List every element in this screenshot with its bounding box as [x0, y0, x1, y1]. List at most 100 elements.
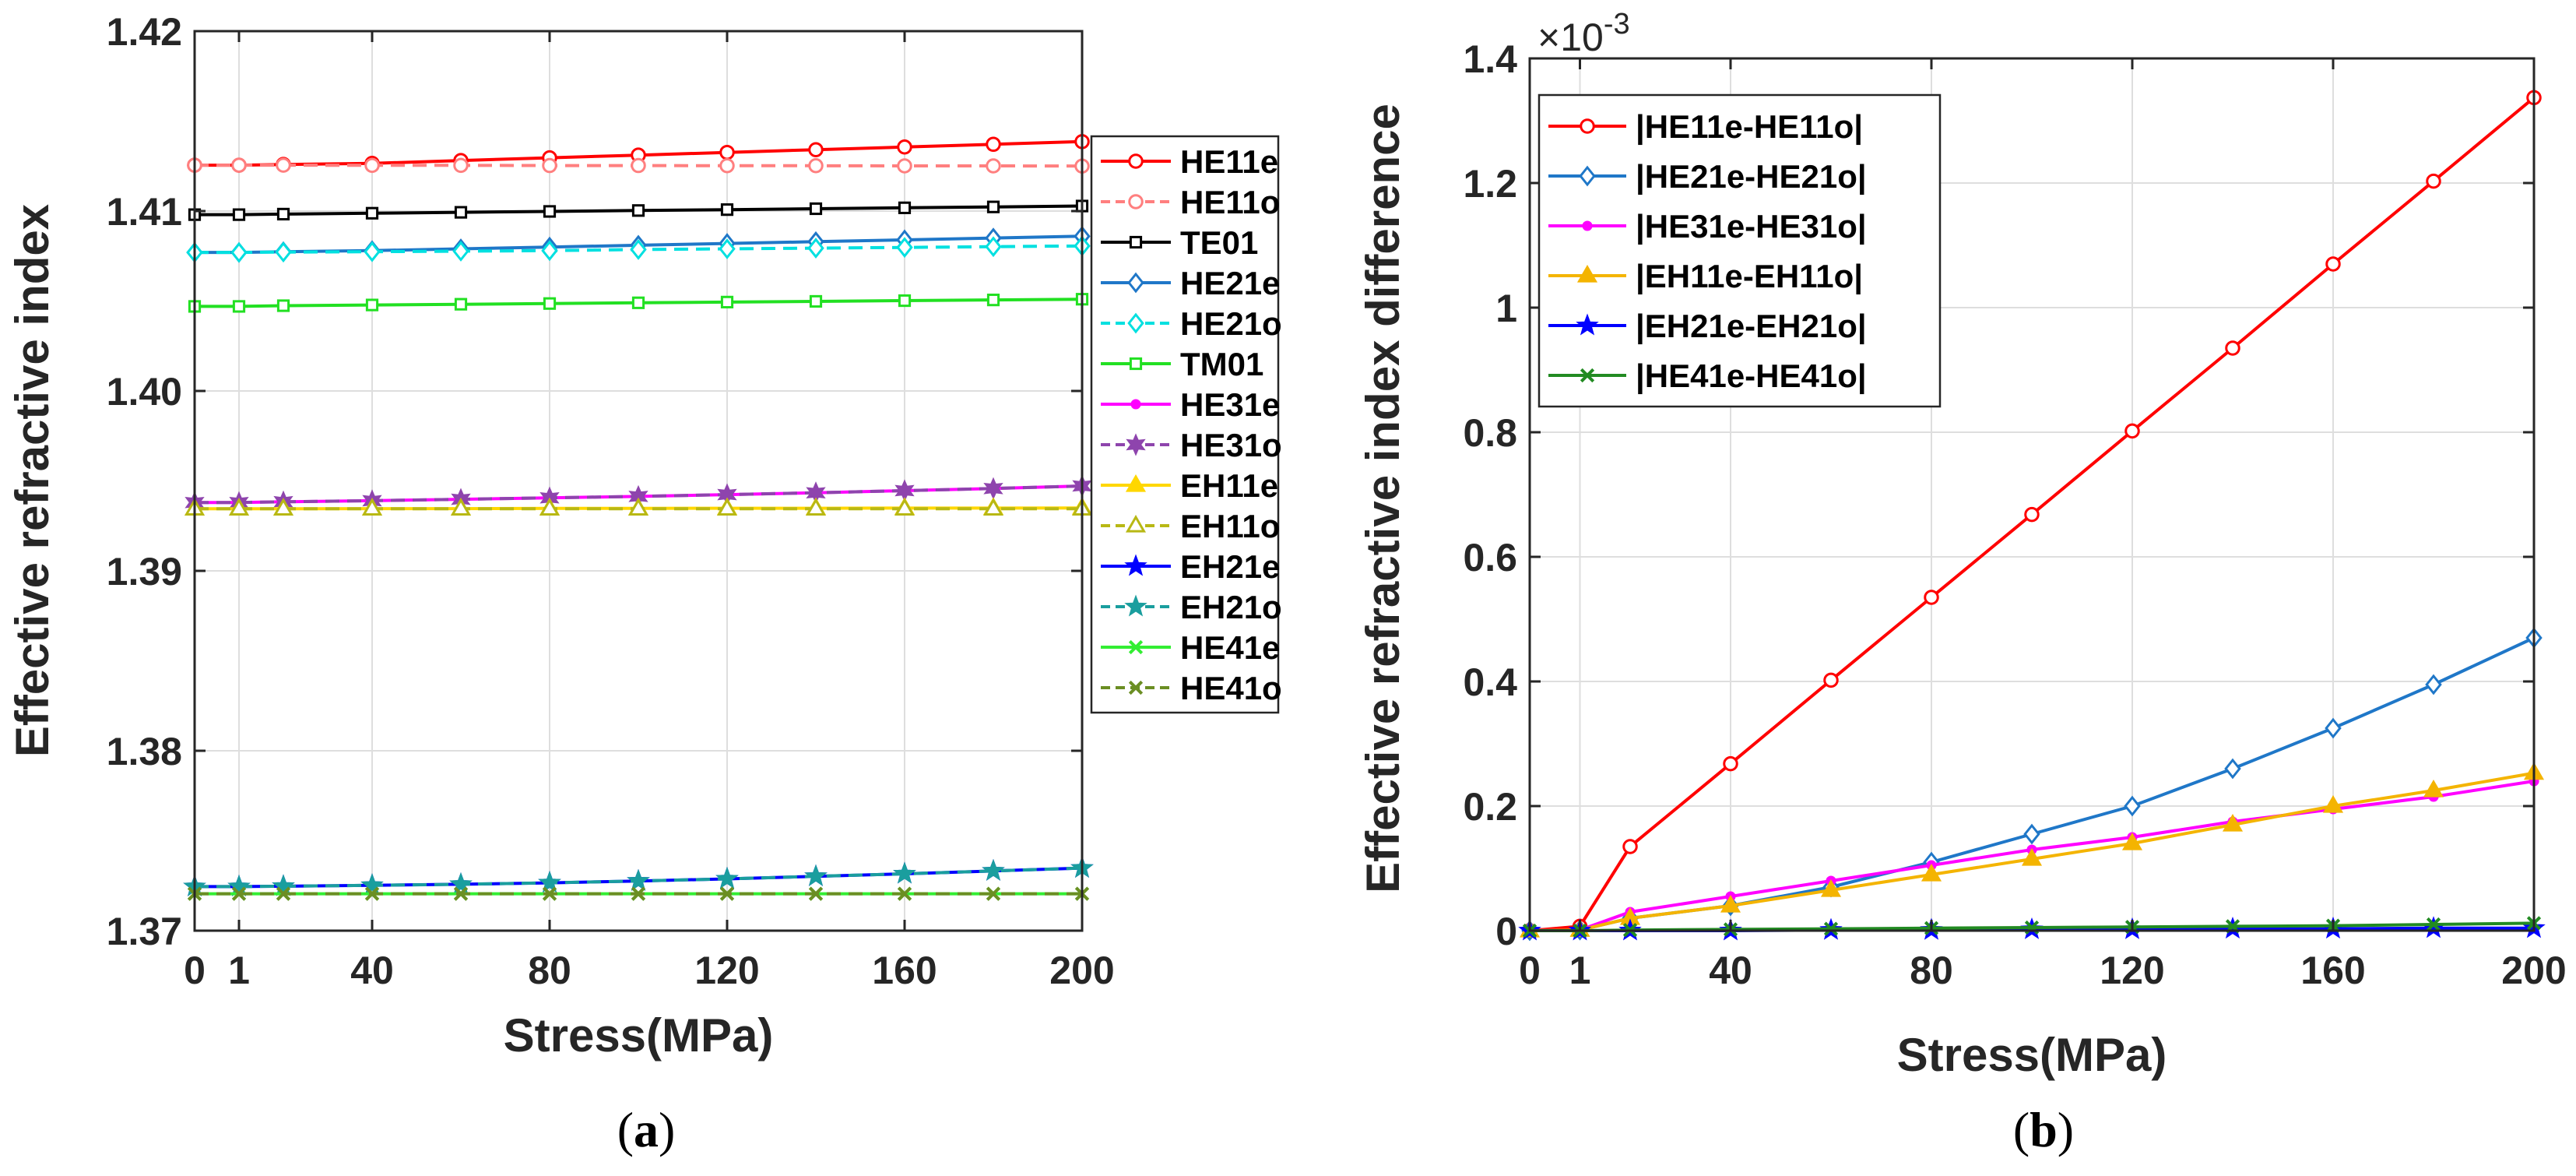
b-data-point — [2124, 423, 2140, 439]
a-data-point — [627, 498, 649, 516]
a-x-tick-label: 120 — [694, 949, 759, 992]
b-series-line — [1529, 96, 2536, 932]
b-series-line — [1529, 771, 2535, 932]
b-legend-box — [1538, 93, 1942, 408]
a-y-tick-label: 1.37 — [107, 910, 182, 953]
a-data-point — [986, 200, 1000, 213]
a-data-point — [804, 864, 828, 886]
a-legend-marker — [1126, 433, 1146, 456]
b-data-point — [2325, 256, 2341, 272]
a-data-point — [719, 144, 735, 160]
a-data-point — [627, 868, 650, 891]
a-data-point — [543, 297, 557, 310]
a-series-eh21o — [183, 856, 1094, 896]
a-data-point — [454, 206, 468, 219]
b-y-tick-label: 1.2 — [1463, 162, 1517, 206]
a-data-point — [720, 295, 734, 308]
a-data-point — [982, 858, 1005, 881]
a-data-point — [631, 296, 645, 309]
b-series-line — [1529, 780, 2535, 932]
a-legend-marker — [1124, 594, 1147, 617]
a-data-point — [276, 207, 290, 221]
a-data-point — [715, 866, 739, 889]
a-data-point — [809, 294, 823, 308]
a-legend-marker — [1128, 639, 1144, 655]
a-data-point — [452, 241, 469, 262]
a-y-tick-label: 1.41 — [107, 190, 182, 234]
panel-a-y-axis-label: Effective refractive index — [6, 204, 58, 757]
a-series-line — [195, 484, 1083, 505]
b-x-tick-label: 80 — [1910, 949, 1953, 992]
b-legend-marker — [1576, 264, 1598, 283]
b-legend-label: |HE11e-HE11o| — [1636, 108, 1863, 146]
a-data-point — [986, 136, 1001, 153]
a-legend-label: TE01 — [1180, 224, 1258, 261]
a-data-point — [805, 498, 827, 516]
panel-a-caption-open: ( — [617, 1102, 634, 1157]
a-data-point — [361, 498, 383, 516]
b-data-point — [1820, 878, 1842, 897]
a-data-point — [232, 300, 246, 313]
a-data-point — [716, 498, 738, 516]
a-y-tick-label: 1.42 — [107, 10, 182, 54]
a-legend-marker — [1130, 399, 1141, 410]
a-data-point — [454, 298, 468, 311]
panel-b-caption-open: ( — [2013, 1102, 2030, 1157]
panel-a-legend: HE11e HE11o TE01 HE21e HE21o TM01 HE31e HE31o EH… — [1090, 135, 1282, 714]
a-data-point — [808, 886, 824, 901]
panel-b-y-exponent-power: -3 — [1604, 8, 1630, 40]
b-x-tick-label: 160 — [2300, 949, 2365, 992]
a-legend-label: HE11e — [1180, 143, 1278, 180]
panel-b-caption: (b) — [2013, 1102, 2074, 1157]
a-data-point — [231, 157, 247, 173]
a-legend-marker — [1128, 680, 1144, 695]
a-legend-label: TM01 — [1180, 346, 1263, 382]
a-legend-label: HE41o — [1180, 670, 1282, 706]
a-data-point — [364, 886, 380, 901]
a-data-point — [365, 206, 379, 220]
a-data-point — [364, 157, 380, 174]
a-data-point — [719, 886, 735, 901]
b-y-tick-label: 0.4 — [1463, 660, 1517, 704]
a-data-point — [720, 203, 734, 217]
a-legend-marker — [1128, 153, 1144, 169]
b-data-point — [2024, 506, 2040, 523]
panel-a-chart: 0 1 40 80 120 160 2001.371.381.391.401.411.42 … — [6, 10, 1282, 1157]
a-data-point — [631, 157, 646, 174]
a-x-tick-label: 0 — [184, 949, 206, 992]
panel-a-caption-close: ) — [659, 1102, 675, 1157]
a-x-tick-label: 1 — [228, 949, 250, 992]
a-data-point — [896, 237, 913, 259]
a-series-line — [195, 866, 1083, 889]
panel-a-plot-area — [195, 31, 1082, 931]
b-x-tick-label: 0 — [1519, 949, 1541, 992]
a-data-point — [541, 240, 558, 262]
a-legend-marker — [1127, 272, 1144, 294]
a-data-point — [809, 202, 823, 216]
a-data-point — [276, 886, 291, 901]
a-series-eh11o — [184, 498, 1093, 516]
b-data-point — [2225, 340, 2240, 356]
a-series-line — [195, 244, 1083, 255]
panel-a-caption-letter: a — [634, 1102, 659, 1157]
a-series-line — [195, 298, 1083, 308]
a-data-point — [897, 139, 912, 155]
a-y-tick-label: 1.40 — [107, 370, 182, 414]
panel-a-axes-box — [193, 30, 1084, 932]
a-legend-label: HE31e — [1180, 386, 1280, 423]
panel-a-caption: (a) — [617, 1102, 676, 1157]
b-y-tick-label: 1.4 — [1463, 37, 1517, 81]
a-data-point — [538, 871, 561, 893]
a-legend-label: HE21o — [1180, 305, 1282, 342]
panel-b-y-exponent: ×10-3 — [1538, 8, 1630, 59]
b-data-point — [1622, 839, 1638, 854]
a-x-tick-label: 80 — [528, 949, 571, 992]
b-y-tick-label: 0.6 — [1463, 536, 1517, 579]
a-legend-marker — [1129, 357, 1143, 371]
a-data-point — [272, 874, 295, 896]
a-data-point — [897, 158, 912, 174]
a-data-point — [986, 158, 1001, 174]
b-data-point — [2322, 794, 2344, 813]
